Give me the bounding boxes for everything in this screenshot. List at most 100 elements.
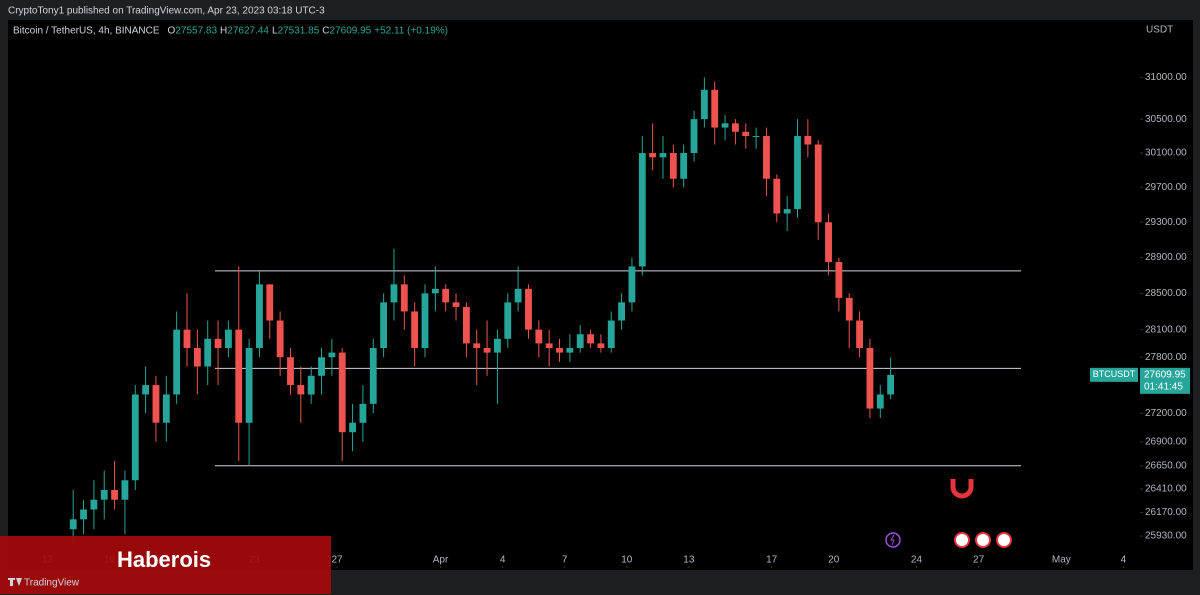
legend-key: O [168, 26, 176, 37]
legend: Bitcoin / TetherUS, 4h, BINANCE O 27557.83… [13, 26, 448, 37]
candle-body [845, 297, 853, 321]
candle-body [100, 489, 108, 500]
candle-body [349, 422, 356, 433]
legend-key: L [272, 26, 278, 37]
candle-body [794, 136, 801, 210]
last-price-label: 27609.95 [1144, 369, 1186, 380]
candle-body [752, 136, 760, 138]
candle-body [400, 284, 408, 312]
candle-body [390, 284, 398, 303]
candle-body [462, 306, 470, 344]
y-tick-label: 26410.00 [1145, 484, 1187, 495]
x-tick-label: 13 [683, 555, 695, 566]
y-tick-label: 27200.00 [1145, 408, 1187, 419]
lightning-shape [890, 534, 895, 546]
candle-body [276, 320, 284, 358]
candle-body [121, 480, 129, 500]
candle-body [338, 352, 346, 433]
candle-body [504, 302, 512, 339]
candle-body [700, 89, 708, 120]
candle-body [162, 394, 170, 423]
candle-body [711, 89, 719, 128]
candle-body [224, 329, 232, 349]
candle-body [742, 131, 750, 137]
candle-body [483, 348, 491, 353]
x-tick-label: 4 [1121, 555, 1127, 566]
candle-body [173, 329, 181, 395]
publish-header: CryptoTony1 published on TradingView.com… [8, 6, 325, 17]
candle-body [669, 153, 677, 179]
magnet-icon [950, 479, 974, 499]
candle-body [773, 178, 781, 214]
candle-body [193, 348, 201, 367]
candle-body [380, 302, 388, 349]
currency-label: USDT [1146, 25, 1173, 36]
candle-body [597, 343, 605, 349]
candle-body [452, 302, 460, 307]
y-tick-label: 30100.00 [1145, 148, 1187, 159]
candle-body [69, 519, 77, 530]
legend-title: Bitcoin / TetherUS, 4h, BINANCE [13, 26, 160, 37]
candle-body [235, 329, 243, 423]
candle-body [628, 266, 636, 303]
y-tick-label: 29700.00 [1145, 182, 1187, 193]
legend-value: 27557.83 [175, 26, 217, 37]
magnet-shape [950, 479, 974, 499]
watermark-box [0, 536, 331, 594]
candle-body [545, 343, 553, 349]
legend-key: H [220, 26, 227, 37]
candle-body [90, 499, 98, 510]
y-tick-label: 27800.00 [1145, 352, 1187, 363]
candle-body [111, 489, 118, 500]
candle-body [887, 374, 895, 395]
flag-icon [996, 532, 1012, 548]
candle-body [763, 136, 770, 179]
y-tick-label: 30500.00 [1145, 114, 1187, 125]
candle-body [421, 293, 429, 349]
candle-body [369, 348, 377, 404]
y-tick-label: 28500.00 [1145, 288, 1187, 299]
candle-body [607, 320, 615, 349]
candle-body [256, 284, 263, 349]
flag-icon [954, 532, 970, 548]
x-tick-label: Apr [433, 555, 449, 566]
candle-body [732, 123, 739, 132]
legend-change: +52.11 (+0.19%) [374, 26, 448, 37]
candle-body [411, 311, 419, 349]
x-tick-label: May [1052, 555, 1071, 566]
countdown-label: 01:41:45 [1144, 381, 1183, 392]
y-tick-label: 31000.00 [1145, 72, 1187, 83]
candle-body [214, 338, 222, 349]
flag-icon [975, 532, 991, 548]
candle-body [183, 329, 191, 349]
candle-body [525, 288, 532, 330]
candle-body [804, 136, 812, 145]
last-price-symbol-box [1090, 367, 1138, 382]
y-tick-label: 26650.00 [1145, 460, 1187, 471]
legend-value: 27531.85 [278, 26, 320, 37]
candle-body [204, 338, 212, 367]
candle-body [856, 320, 864, 349]
last-price-symbol: BTCUSDT [1093, 369, 1136, 379]
candle-body [587, 334, 594, 344]
candle-body [245, 348, 253, 423]
candle-body [266, 284, 274, 321]
candle-body [442, 288, 450, 303]
candle-body [297, 385, 305, 395]
candle-body [618, 302, 626, 321]
candle-body [359, 403, 367, 423]
last-price-box [1140, 367, 1190, 394]
x-tick-label: 20 [828, 555, 840, 566]
x-tick-label: 10 [621, 555, 633, 566]
event-icons [885, 532, 1012, 548]
x-tick-label: 7 [562, 555, 568, 566]
candle-body [287, 357, 294, 386]
candle-body [814, 144, 822, 223]
candle-body [131, 394, 139, 481]
candle-body [649, 153, 657, 158]
y-tick-label: 28900.00 [1145, 252, 1187, 263]
x-tick-label: 24 [911, 555, 923, 566]
candle-body [876, 394, 884, 409]
brand: TradingView [24, 578, 80, 589]
chart-background [8, 20, 1193, 570]
